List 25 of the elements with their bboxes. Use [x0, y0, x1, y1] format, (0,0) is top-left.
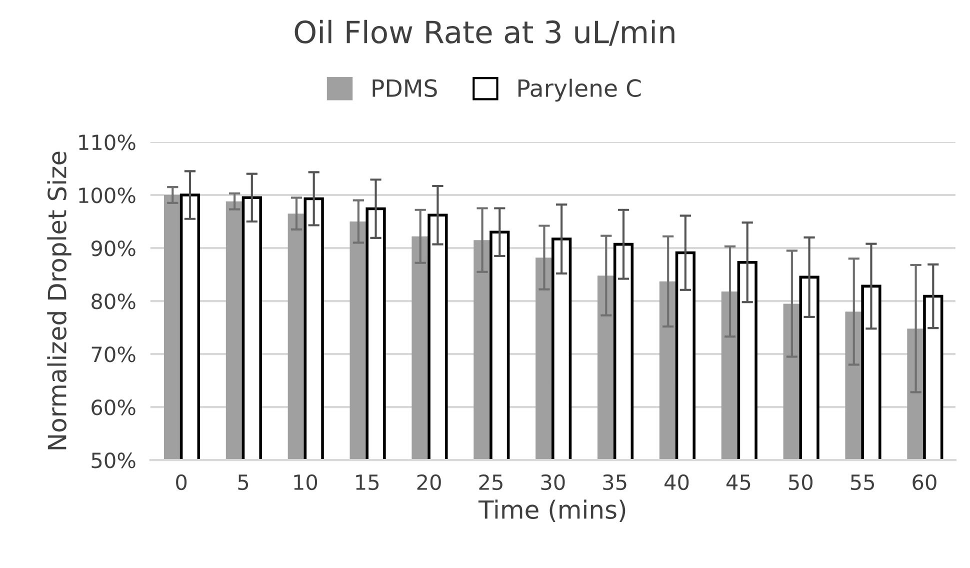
x-tick-label: 35 [603, 474, 626, 490]
x-tick-label: 30 [541, 474, 565, 490]
y-tick-label: 100% [79, 187, 136, 204]
x-tick-label: 10 [294, 474, 318, 490]
x-tick-label: 15 [356, 474, 379, 490]
y-tick-label: 110% [79, 134, 136, 150]
y-tick-label: 70% [92, 346, 136, 362]
x-tick-label: 40 [664, 474, 689, 490]
x-tick-label: 20 [417, 474, 441, 490]
y-tick-label: 90% [91, 240, 136, 256]
legend-label: Parylene C [518, 78, 641, 102]
x-tick-label: 50 [788, 474, 812, 490]
y-tick-label: 60% [92, 400, 136, 416]
y-tick-label: 80% [92, 293, 136, 310]
legend-label: PDMS [372, 79, 437, 98]
chart-title: Oil Flow Rate at 3 uL/min [294, 20, 674, 46]
x-tick-label: 55 [850, 474, 874, 490]
x-tick-label: 5 [238, 474, 248, 490]
x-tick-label: 60 [912, 474, 936, 490]
x-tick-label: 0 [176, 474, 187, 490]
y-tick-label: 50% [92, 452, 136, 468]
x-tick-label: 45 [726, 474, 750, 490]
y-axis-title: Normalized Droplet Size [47, 152, 72, 450]
x-axis-title: Time (mins) [478, 500, 626, 522]
x-tick-label: 25 [479, 474, 502, 490]
